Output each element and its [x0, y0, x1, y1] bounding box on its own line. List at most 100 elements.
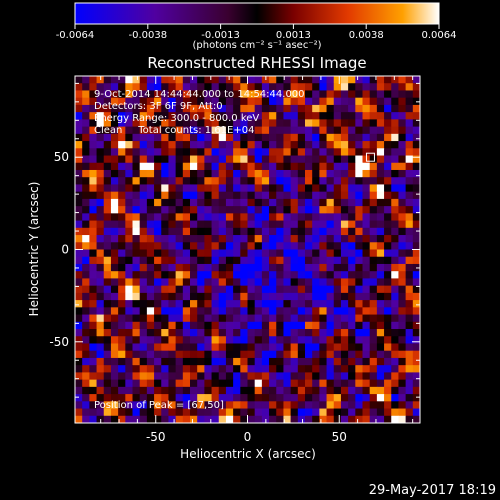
heatmap-cell: [376, 285, 385, 294]
heatmap-cell: [240, 329, 248, 337]
heatmap-cell: [233, 112, 241, 120]
heatmap-cell: [276, 386, 284, 395]
heatmap-cell: [161, 350, 169, 359]
heatmap-cell: [146, 415, 155, 423]
heatmap-cell: [182, 285, 191, 294]
heatmap-cell: [204, 314, 212, 323]
heatmap-cell: [305, 126, 313, 135]
heatmap-cell: [333, 126, 342, 135]
heatmap-cell: [276, 314, 284, 323]
heatmap-cell: [247, 350, 256, 359]
heatmap-cell: [96, 401, 105, 409]
heatmap-cell: [405, 321, 414, 330]
heatmap-cell: [161, 104, 169, 113]
heatmap-cell: [89, 198, 97, 207]
heatmap-cell: [139, 271, 148, 279]
heatmap-cell: [348, 285, 356, 294]
heatmap-cell: [276, 213, 284, 221]
heatmap-cell: [168, 415, 177, 423]
heatmap-cell: [398, 350, 407, 359]
heatmap-cell: [369, 256, 378, 265]
heatmap-cell: [175, 227, 184, 236]
heatmap-cell: [355, 321, 363, 330]
heatmap-cell: [376, 379, 385, 388]
heatmap-cell: [233, 242, 241, 250]
heatmap-cell: [283, 329, 292, 337]
heatmap-cell: [391, 133, 399, 142]
heatmap-cell: [297, 169, 306, 178]
heatmap-cell: [175, 126, 184, 135]
heatmap-cell: [398, 169, 407, 178]
heatmap-cell: [197, 372, 205, 381]
heatmap-cell: [319, 227, 327, 236]
heatmap-cell: [348, 133, 356, 142]
heatmap-cell: [146, 357, 155, 366]
heatmap-cell: [225, 329, 234, 337]
heatmap-cell: [103, 133, 112, 142]
heatmap-cell: [412, 83, 420, 91]
heatmap-cell: [125, 227, 133, 236]
heatmap-cell: [182, 76, 191, 84]
heatmap-cell: [154, 148, 162, 156]
heatmap-cell: [82, 83, 90, 91]
heatmap-cell: [348, 104, 356, 113]
heatmap-cell: [391, 263, 399, 272]
heatmap-cell: [369, 213, 378, 221]
heatmap-cell: [376, 177, 385, 185]
heatmap-cell: [233, 162, 241, 171]
heatmap-cell: [254, 76, 263, 84]
heatmap-cell: [132, 336, 141, 344]
heatmap-cell: [154, 235, 162, 243]
heatmap-cell: [333, 314, 342, 323]
heatmap-cell: [233, 357, 241, 366]
heatmap-cell: [161, 357, 169, 366]
heatmap-cell: [290, 256, 299, 265]
heatmap-cell: [233, 198, 241, 207]
colorbar-tick-label: 0.0038: [349, 30, 384, 41]
heatmap-cell: [269, 141, 277, 149]
heatmap-cell: [161, 162, 169, 171]
heatmap-cell: [75, 271, 83, 279]
heatmap-cell: [369, 365, 378, 373]
heatmap-cell: [283, 394, 292, 402]
heatmap-cell: [384, 83, 392, 91]
heatmap-cell: [290, 307, 299, 315]
heatmap-cell: [161, 372, 169, 381]
heatmap-cell: [96, 365, 105, 373]
heatmap-cell: [247, 169, 256, 178]
heatmap-cell: [348, 300, 356, 308]
heatmap-cell: [197, 191, 205, 200]
heatmap-cell: [233, 206, 241, 214]
heatmap-cell: [218, 285, 227, 294]
heatmap-cell: [96, 206, 105, 214]
heatmap-cell: [290, 271, 299, 279]
heatmap-cell: [168, 314, 177, 323]
heatmap-cell: [168, 198, 177, 207]
heatmap-cell: [412, 285, 420, 294]
heatmap-cell: [247, 119, 256, 128]
heatmap-cell: [89, 300, 97, 308]
heatmap-cell: [269, 372, 277, 381]
heatmap-cell: [247, 336, 256, 344]
heatmap-cell: [82, 408, 90, 417]
heatmap-cell: [398, 300, 407, 308]
heatmap-cell: [89, 148, 97, 156]
heatmap-cell: [305, 357, 313, 366]
heatmap-cell: [326, 162, 335, 171]
heatmap-cell: [190, 350, 198, 359]
heatmap-cell: [376, 307, 385, 315]
heatmap-cell: [110, 408, 119, 417]
heatmap-cell: [75, 90, 83, 99]
heatmap-cell: [326, 220, 335, 229]
heatmap-cell: [168, 350, 177, 359]
heatmap-cell: [276, 271, 284, 279]
heatmap-cell: [333, 386, 342, 395]
heatmap-cell: [254, 415, 263, 423]
heatmap-cell: [297, 249, 306, 258]
heatmap-cell: [118, 155, 126, 164]
heatmap-cell: [204, 206, 212, 214]
heatmap-cell: [103, 415, 112, 423]
heatmap-cell: [391, 321, 399, 330]
heatmap-cell: [154, 126, 162, 135]
heatmap-cell: [312, 126, 320, 135]
